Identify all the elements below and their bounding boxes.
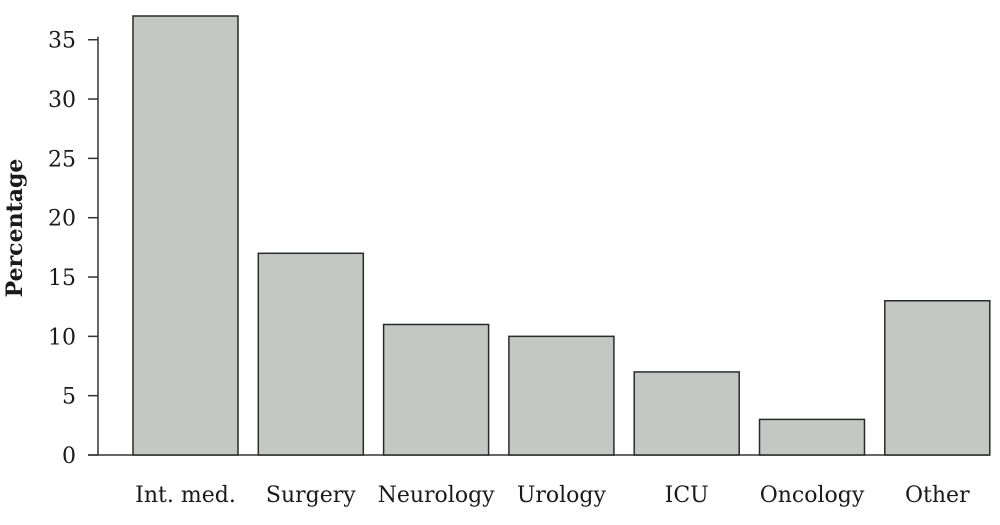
x-tick-labels: Int. med. Surgery Neurology Urology ICU Oncol… xyxy=(135,483,970,508)
bar-neurology xyxy=(382,323,490,456)
bar-surgery xyxy=(257,252,365,456)
x-tick-label: Other xyxy=(905,483,970,508)
x-tick-label: ICU xyxy=(665,483,709,508)
y-axis: 0 5 10 15 20 25 30 35 xyxy=(48,29,99,469)
y-ticks: 0 5 10 15 20 25 30 35 xyxy=(48,29,98,469)
bar-other xyxy=(884,300,991,456)
y-tick-label: 30 xyxy=(48,88,76,113)
y-tick-label: 10 xyxy=(48,325,76,350)
bar-oncology xyxy=(758,418,866,456)
x-tick-label: Oncology xyxy=(760,483,865,508)
x-tick-label: Urology xyxy=(517,483,607,508)
y-tick-label: 0 xyxy=(62,444,76,469)
x-tick-label: Int. med. xyxy=(135,483,236,508)
bar-urology xyxy=(508,335,615,456)
bar-icu xyxy=(633,371,740,456)
y-tick-label: 35 xyxy=(48,29,76,54)
y-tick-label: 25 xyxy=(48,147,76,172)
x-tick-label: Neurology xyxy=(378,483,496,508)
bar-int-med xyxy=(132,15,239,456)
y-tick-label: 5 xyxy=(62,385,76,410)
x-tick-label: Surgery xyxy=(266,483,356,508)
y-tick-label: 15 xyxy=(48,266,76,291)
y-tick-label: 20 xyxy=(48,207,76,232)
bars xyxy=(132,15,991,456)
y-axis-title: Percentage xyxy=(2,159,28,298)
